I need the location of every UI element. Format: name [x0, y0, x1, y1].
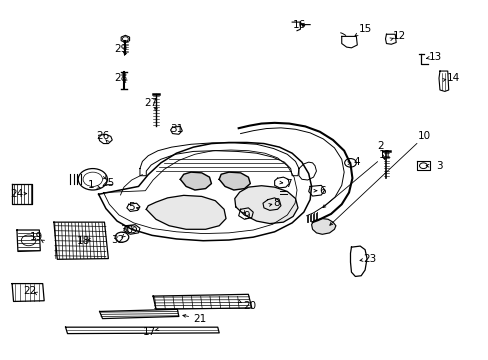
- Text: 1: 1: [88, 180, 95, 190]
- Text: 20: 20: [243, 301, 255, 311]
- Text: 7: 7: [285, 179, 291, 189]
- Text: 25: 25: [101, 178, 114, 188]
- Polygon shape: [311, 219, 335, 234]
- Text: 31: 31: [169, 124, 183, 134]
- Text: 12: 12: [392, 31, 405, 41]
- Text: 26: 26: [96, 131, 109, 141]
- Polygon shape: [146, 195, 225, 229]
- Text: 9: 9: [243, 211, 250, 221]
- Text: 2: 2: [377, 141, 383, 151]
- Text: 32: 32: [111, 235, 124, 245]
- Text: 21: 21: [193, 314, 206, 324]
- Text: 14: 14: [446, 73, 459, 83]
- Text: 27: 27: [144, 98, 158, 108]
- Text: 15: 15: [358, 24, 371, 34]
- Polygon shape: [219, 172, 250, 190]
- Text: 5: 5: [128, 202, 135, 212]
- Text: 16: 16: [292, 19, 305, 30]
- Text: 30: 30: [120, 225, 133, 235]
- Text: 23: 23: [363, 253, 376, 264]
- Text: 22: 22: [23, 286, 36, 296]
- Polygon shape: [234, 186, 297, 224]
- Text: 8: 8: [272, 198, 279, 208]
- Text: 11: 11: [378, 150, 391, 160]
- Text: 29: 29: [114, 44, 127, 54]
- Text: 19: 19: [30, 232, 43, 242]
- Text: 28: 28: [114, 73, 127, 83]
- Text: 13: 13: [427, 52, 441, 62]
- Text: 24: 24: [10, 189, 23, 199]
- Text: 17: 17: [143, 327, 156, 337]
- Polygon shape: [180, 172, 211, 190]
- Text: 6: 6: [318, 186, 325, 196]
- Text: 18: 18: [76, 236, 89, 246]
- Text: 4: 4: [352, 157, 359, 167]
- Text: 10: 10: [417, 131, 430, 141]
- Text: 3: 3: [435, 161, 442, 171]
